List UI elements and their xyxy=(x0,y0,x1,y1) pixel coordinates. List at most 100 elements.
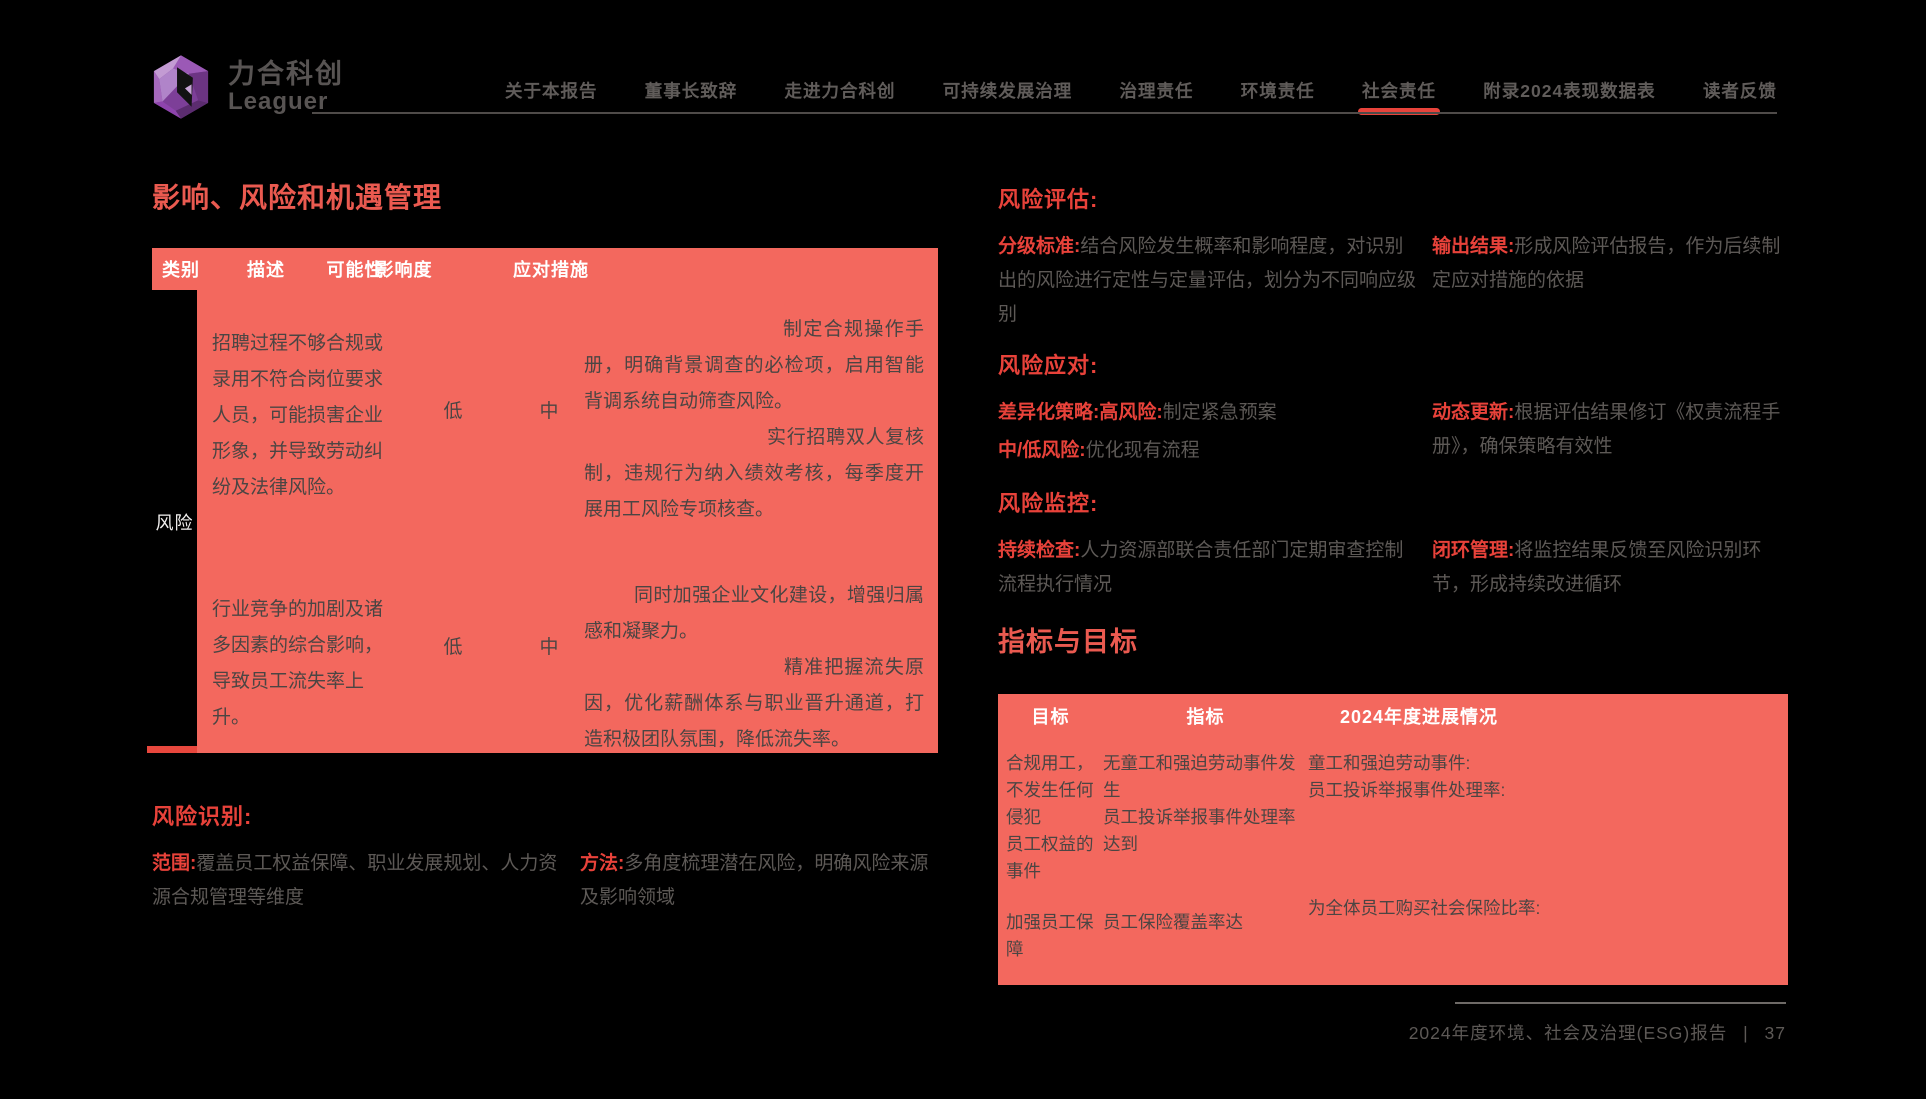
category-column: 风险 xyxy=(147,290,197,753)
logo-name-en: Leaguer xyxy=(228,87,329,115)
risk-response-heading: 风险应对: xyxy=(998,353,1099,378)
nav-item-chairman[interactable]: 董事长致辞 xyxy=(644,81,738,101)
risk-assessment-section: 风险评估: 分级标准:结合风险发生概率和影响程度，对识别出的风险进行定性与定量评… xyxy=(998,182,1788,332)
strategy-label: 差异化策略:高风险: xyxy=(998,402,1163,423)
risk-response-section: 风险应对: 差异化策略:高风险:制定紧急预案 中/低风险:优化现有流程 动态更新… xyxy=(998,348,1788,472)
metrics-table: 目标 指标 2024年度进展情况 合规用工， 不发生任何侵犯 员工权益的事件 无… xyxy=(998,694,1788,985)
update-text: 根据评估结果修订《权责流程手册》，确保策略有效性 xyxy=(1432,402,1781,457)
measure-paragraph: 实行招聘双人复核制，违规行为纳入绩效考核，每季度开展用工风险专项核查。 xyxy=(584,427,924,520)
category-column-accent xyxy=(147,746,197,753)
nav-item-governance[interactable]: 治理责任 xyxy=(1119,81,1194,101)
col-header-category: 类别 xyxy=(162,260,200,280)
strategy-text: 制定紧急预案 xyxy=(1162,402,1277,423)
table-row: 招聘过程不够合规或录用不符合岗位要求人员，可能损害企业形象，并导致劳动纠纷及法律… xyxy=(197,312,938,528)
metrics-table-body: 合规用工， 不发生任何侵犯 员工权益的事件 无童工和强迫劳动事件发生 员工投诉举… xyxy=(998,738,1788,985)
top-navigation: 关于本报告 董事长致辞 走进力合科创 可持续发展治理 治理责任 环境责任 社会责… xyxy=(505,78,1777,115)
risk-identify-columns: 范围:覆盖员工权益保障、职业发展规划、人力资源合规管理等维度 方法:多角度梳理潜… xyxy=(152,847,938,915)
indicator-cell: 员工保险覆盖率达 xyxy=(1103,912,1243,932)
page-number: 37 xyxy=(1764,1023,1786,1043)
page-title: 影响、风险和机遇管理 xyxy=(152,182,443,213)
response-update: 动态更新:根据评估结果修订《权责流程手册》，确保策略有效性 xyxy=(1432,396,1788,472)
risk-table-header: 类别 描述 可能性 影响度 应对措施 xyxy=(152,248,938,290)
mid-low-label: 中/低风险: xyxy=(998,440,1086,461)
logo-name-cn: 力合科创 xyxy=(228,59,344,90)
logo-text: 力合科创 Leaguer xyxy=(228,60,344,114)
risk-response-columns: 差异化策略:高风险:制定紧急预案 中/低风险:优化现有流程 动态更新:根据评估结… xyxy=(998,396,1788,472)
risk-management-section: 影响、风险和机遇管理 类别 描述 可能性 影响度 应对措施 风险 招聘过程不够合… xyxy=(147,176,938,915)
risk-table: 类别 描述 可能性 影响度 应对措施 风险 招聘过程不够合规或录用不符合岗位要求… xyxy=(147,248,938,753)
progress-cell: 为全体员工购买社会保险比率: xyxy=(1308,898,1541,918)
col-header-goal: 目标 xyxy=(1031,707,1070,727)
method-text: 多角度梳理潜在风险，明确风险来源及影响领域 xyxy=(580,853,929,908)
likelihood-cell: 低 xyxy=(443,401,463,422)
strategy-high-risk: 差异化策略:高风险:制定紧急预案 xyxy=(998,396,1418,430)
measures-cell: 制定合规操作手册，明确背景调查的必检项，启用智能背调系统自动筛查风险。 实行招聘… xyxy=(584,312,938,528)
response-strategy: 差异化策略:高风险:制定紧急预案 中/低风险:优化现有流程 xyxy=(998,396,1418,472)
goal-cell: 加强员工保障 xyxy=(1006,912,1094,959)
risk-description-cell: 行业竞争的加剧及诸多因素的综合影响，导致员工流失率上升。 xyxy=(197,578,392,758)
metrics-table-header: 目标 指标 2024年度进展情况 xyxy=(998,694,1788,738)
risk-monitor-section: 风险监控: 持续检查:人力资源部联合责任部门定期审查控制流程执行情况 闭环管理:… xyxy=(998,486,1788,602)
footer: 2024年度环境、社会及治理(ESG)报告 | 37 xyxy=(1255,1020,1786,1045)
footer-divider-line xyxy=(1455,1002,1786,1004)
risk-identify-scope: 范围:覆盖员工权益保障、职业发展规划、人力资源合规管理等维度 xyxy=(152,847,560,915)
risk-description: 行业竞争的加剧及诸多因素的综合影响，导致员工流失率上升。 xyxy=(212,599,384,728)
measure-paragraph: 同时加强企业文化建设，增强归属感和凝聚力。 xyxy=(584,585,924,642)
method-label: 方法: xyxy=(580,853,625,874)
table-row: 行业竞争的加剧及诸多因素的综合影响，导致员工流失率上升。 低 中 同时加强企业文… xyxy=(197,578,938,758)
nav-item-social[interactable]: 社会责任 xyxy=(1358,78,1440,115)
goal-cell: 合规用工， 不发生任何侵犯 员工权益的事件 xyxy=(1006,753,1094,881)
assessment-output: 输出结果:形成风险评估报告，作为后续制定应对措施的依据 xyxy=(1432,230,1788,332)
table-row: 合规用工， 不发生任何侵犯 员工权益的事件 无童工和强迫劳动事件发生 员工投诉举… xyxy=(998,750,1788,885)
measure-paragraph: 精准把握流失原因，优化薪酬体系与职业晋升通道，打造积极团队氛围，降低流失率。 xyxy=(584,657,924,750)
measure-paragraph: 制定合规操作手册，明确背景调查的必检项，启用智能背调系统自动筛查风险。 xyxy=(584,319,924,412)
check-label: 持续检查: xyxy=(998,540,1081,561)
impact-cell: 中 xyxy=(539,637,559,658)
likelihood-cell: 低 xyxy=(443,637,463,658)
col-header-indicator: 指标 xyxy=(1186,707,1225,727)
risk-assessment-heading: 风险评估: xyxy=(998,187,1099,212)
risk-monitor-columns: 持续检查:人力资源部联合责任部门定期审查控制流程执行情况 闭环管理:将监控结果反… xyxy=(998,534,1788,602)
assessment-criteria: 分级标准:结合风险发生概率和影响程度，对识别出的风险进行定性与定量评估，划分为不… xyxy=(998,230,1418,332)
col-header-likelihood: 可能性 xyxy=(326,260,384,280)
risk-monitor-heading: 风险监控: xyxy=(998,491,1099,516)
loop-text: 将监控结果反馈至风险识别环节，形成持续改进循环 xyxy=(1432,540,1762,595)
loop-label: 闭环管理: xyxy=(1432,540,1515,561)
risk-identify-section: 风险识别: 范围:覆盖员工权益保障、职业发展规划、人力资源合规管理等维度 方法:… xyxy=(152,799,938,915)
output-label: 输出结果: xyxy=(1432,236,1515,257)
company-logo[interactable]: 力合科创 Leaguer xyxy=(148,54,344,120)
scope-text: 覆盖员工权益保障、职业发展规划、人力资源合规管理等维度 xyxy=(152,853,558,908)
risk-identify-method: 方法:多角度梳理潜在风险，明确风险来源及影响领域 xyxy=(580,847,938,915)
footer-report-title: 2024年度环境、社会及治理(ESG)报告 xyxy=(1408,1023,1728,1043)
measures-cell: 同时加强企业文化建设，增强归属感和凝聚力。 精准把握流失原因，优化薪酬体系与职业… xyxy=(584,578,938,758)
active-tab-indicator xyxy=(1358,108,1440,115)
risk-description: 招聘过程不够合规或录用不符合岗位要求人员，可能损害企业形象，并导致劳动纠纷及法律… xyxy=(212,333,384,498)
nav-item-sustainability[interactable]: 可持续发展治理 xyxy=(942,81,1073,101)
col-header-progress: 2024年度进展情况 xyxy=(1340,707,1499,727)
col-header-description: 描述 xyxy=(247,260,285,280)
risk-assessment-columns: 分级标准:结合风险发生概率和影响程度，对识别出的风险进行定性与定量评估，划分为不… xyxy=(998,230,1788,332)
nav-item-social-label: 社会责任 xyxy=(1362,81,1436,101)
scope-label: 范围: xyxy=(152,853,197,874)
nav-item-appendix[interactable]: 附录2024表现数据表 xyxy=(1483,81,1656,101)
mid-low-text: 优化现有流程 xyxy=(1085,440,1200,461)
col-header-impact: 影响度 xyxy=(375,260,433,280)
risk-description-cell: 招聘过程不够合规或录用不符合岗位要求人员，可能损害企业形象，并导致劳动纠纷及法律… xyxy=(197,312,392,528)
criteria-text: 结合风险发生概率和影响程度，对识别出的风险进行定性与定量评估，划分为不同响应级别 xyxy=(998,236,1417,325)
output-text: 形成风险评估报告，作为后续制定应对措施的依据 xyxy=(1432,236,1781,291)
update-label: 动态更新: xyxy=(1432,402,1515,423)
nav-item-into-leaguer[interactable]: 走进力合科创 xyxy=(784,81,896,101)
nav-item-feedback[interactable]: 读者反馈 xyxy=(1702,81,1777,101)
monitor-loop: 闭环管理:将监控结果反馈至风险识别环节，形成持续改进循环 xyxy=(1432,534,1788,602)
strategy-mid-low-risk: 中/低风险:优化现有流程 xyxy=(998,434,1418,468)
progress-cell: 童工和强迫劳动事件: 员工投诉举报事件处理率: xyxy=(1308,753,1506,800)
risk-identify-heading: 风险识别: xyxy=(152,804,253,829)
criteria-label: 分级标准: xyxy=(998,236,1081,257)
footer-separator: | xyxy=(1743,1023,1749,1043)
check-text: 人力资源部联合责任部门定期审查控制流程执行情况 xyxy=(998,540,1404,595)
nav-item-about[interactable]: 关于本报告 xyxy=(505,81,598,101)
col-header-measures: 应对措施 xyxy=(513,260,589,280)
category-label: 风险 xyxy=(155,512,194,533)
nav-item-environment[interactable]: 环境责任 xyxy=(1240,81,1315,101)
